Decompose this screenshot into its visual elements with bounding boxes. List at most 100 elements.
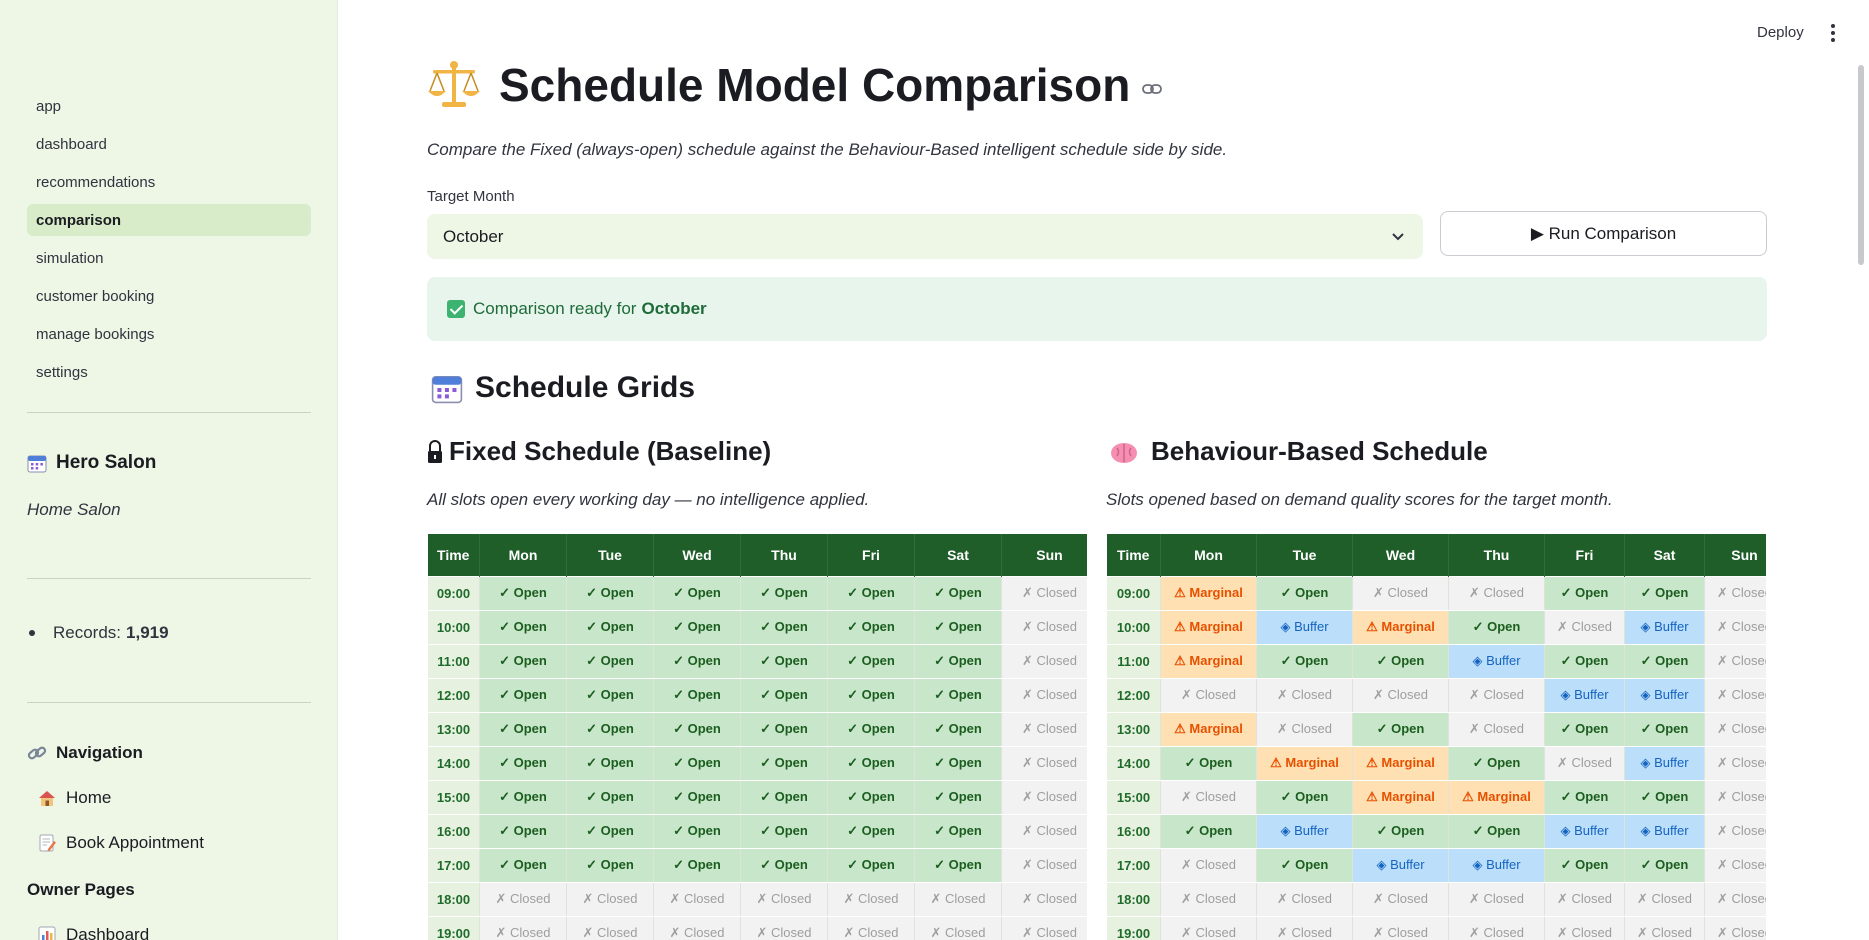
records-count: Records: 1,919 bbox=[27, 623, 169, 643]
target-month-select[interactable]: October bbox=[427, 214, 1423, 259]
sidebar-item-dashboard[interactable]: dashboard bbox=[36, 135, 107, 153]
book-appointment-link[interactable]: Book Appointment bbox=[37, 833, 204, 853]
table-row: 11:00 ✓ Open ✓ Open ✓ Open ✓ Open ✓ Open ✓ Ope… bbox=[427, 643, 1087, 679]
slot-cell-buffer: ◈ Buffer bbox=[1256, 813, 1353, 849]
fixed-schedule-title: Fixed Schedule (Baseline) bbox=[449, 436, 772, 466]
slot-cell-open: ✓ Open bbox=[914, 847, 1002, 883]
run-comparison-button[interactable]: ▶ Run Comparison bbox=[1440, 211, 1767, 256]
slot-cell-open: ✓ Open bbox=[740, 745, 828, 781]
behaviour-schedule-subtitle: Slots opened based on demand quality sco… bbox=[1106, 490, 1613, 509]
time-cell: 18:00 bbox=[1106, 881, 1161, 917]
slot-cell-open: ✓ Open bbox=[653, 609, 741, 645]
scrollbar[interactable] bbox=[1858, 65, 1864, 265]
table-row: 09:00 ✓ Open ✓ Open ✓ Open ✓ Open ✓ Open ✓ Ope… bbox=[427, 575, 1087, 611]
slot-cell-closed: ✗ Closed bbox=[1448, 881, 1545, 917]
slot-cell-closed: ✗ Closed bbox=[1001, 847, 1087, 883]
slot-cell-open: ✓ Open bbox=[740, 677, 828, 713]
sidebar-item-comparison[interactable]: comparison bbox=[27, 204, 311, 236]
sidebar-item-app[interactable]: app bbox=[36, 97, 62, 115]
column-header: Time bbox=[1106, 534, 1161, 576]
time-cell: 14:00 bbox=[427, 745, 480, 781]
slot-cell-closed: ✗ Closed bbox=[1256, 881, 1353, 917]
column-header: Wed bbox=[1352, 534, 1449, 576]
sidebar: app dashboard recommendations comparison… bbox=[0, 0, 338, 940]
behaviour-schedule-table: Time Mon Tue Wed Thu Fri Sat Sun 09:00 ⚠ Marginal… bbox=[1106, 534, 1766, 940]
slot-cell-closed: ✗ Closed bbox=[1001, 677, 1087, 713]
slot-cell-buffer: ◈ Buffer bbox=[1624, 813, 1705, 849]
page-title-text: Schedule Model Comparison bbox=[499, 59, 1131, 111]
slot-cell-marginal: ⚠ Marginal bbox=[1256, 745, 1353, 781]
slot-cell-closed: ✗ Closed bbox=[914, 915, 1002, 940]
navigation-heading: Navigation bbox=[27, 743, 143, 763]
time-cell: 14:00 bbox=[1106, 745, 1161, 781]
sidebar-item-simulation[interactable]: simulation bbox=[36, 249, 104, 267]
slot-cell-open: ✓ Open bbox=[1544, 575, 1625, 611]
slot-cell-open: ✓ Open bbox=[653, 813, 741, 849]
slot-cell-closed: ✗ Closed bbox=[653, 915, 741, 940]
bullet-icon bbox=[29, 630, 35, 636]
slot-cell-closed: ✗ Closed bbox=[1160, 881, 1257, 917]
time-cell: 15:00 bbox=[427, 779, 480, 815]
time-cell: 11:00 bbox=[427, 643, 480, 679]
table-row: 14:00 ✓ Open ✓ Open ✓ Open ✓ Open ✓ Open ✓ Ope… bbox=[427, 745, 1087, 781]
home-link[interactable]: Home bbox=[37, 788, 111, 808]
check-icon bbox=[447, 300, 465, 318]
time-cell: 19:00 bbox=[427, 915, 480, 940]
slot-cell-marginal: ⚠ Marginal bbox=[1160, 643, 1257, 679]
table-row: 15:00 ✗ Closed ✓ Open ⚠ Marginal ⚠ Marginal ✓… bbox=[1106, 779, 1766, 815]
table-row: 13:00 ⚠ Marginal ✗ Closed ✓ Open ✗ Closed ✓ O… bbox=[1106, 711, 1766, 747]
slot-cell-closed: ✗ Closed bbox=[1448, 915, 1545, 940]
dashboard-link[interactable]: Dashboard bbox=[37, 925, 149, 940]
slot-cell-closed: ✗ Closed bbox=[1001, 711, 1087, 747]
column-header: Sat bbox=[914, 534, 1002, 576]
slot-cell-buffer: ◈ Buffer bbox=[1544, 813, 1625, 849]
slot-cell-open: ✓ Open bbox=[1544, 847, 1625, 883]
home-link-label: Home bbox=[66, 788, 112, 807]
sidebar-item-recommendations[interactable]: recommendations bbox=[36, 173, 156, 191]
slot-cell-open: ✓ Open bbox=[1624, 847, 1705, 883]
sidebar-item-manage-bookings[interactable]: manage bookings bbox=[36, 325, 155, 343]
anchor-link-icon[interactable] bbox=[1142, 82, 1163, 96]
slot-cell-open: ✓ Open bbox=[1256, 779, 1353, 815]
slot-cell-closed: ✗ Closed bbox=[1544, 609, 1625, 645]
slot-cell-open: ✓ Open bbox=[914, 643, 1002, 679]
slot-cell-open: ✓ Open bbox=[1352, 643, 1449, 679]
fixed-schedule-grid: Time Mon Tue Wed Thu Fri Sat Sun 09:00 ✓ Open ✓ Op… bbox=[427, 534, 1087, 940]
salon-name: Hero Salon bbox=[56, 452, 157, 473]
slot-cell-buffer: ◈ Buffer bbox=[1448, 847, 1545, 883]
slot-cell-open: ✓ Open bbox=[827, 813, 915, 849]
slot-cell-open: ✓ Open bbox=[740, 847, 828, 883]
sidebar-item-customer-booking[interactable]: customer booking bbox=[36, 287, 155, 305]
deploy-button[interactable]: Deploy bbox=[1757, 24, 1804, 41]
fixed-schedule-subtitle: All slots open every working day — no in… bbox=[427, 490, 870, 509]
slot-cell-closed: ✗ Closed bbox=[827, 915, 915, 940]
column-header: Wed bbox=[653, 534, 741, 576]
slot-cell-buffer: ◈ Buffer bbox=[1544, 677, 1625, 713]
balance-scale-icon bbox=[428, 61, 480, 107]
slot-cell-open: ✓ Open bbox=[653, 779, 741, 815]
time-cell: 09:00 bbox=[1106, 575, 1161, 611]
slot-cell-open: ✓ Open bbox=[914, 575, 1002, 611]
column-header: Sun bbox=[1001, 534, 1087, 576]
slot-cell-open: ✓ Open bbox=[1624, 643, 1705, 679]
slot-cell-closed: ✗ Closed bbox=[1001, 745, 1087, 781]
slot-cell-buffer: ◈ Buffer bbox=[1256, 609, 1353, 645]
slot-cell-open: ✓ Open bbox=[479, 745, 567, 781]
table-row: 17:00 ✓ Open ✓ Open ✓ Open ✓ Open ✓ Open ✓ Ope… bbox=[427, 847, 1087, 883]
sidebar-item-settings[interactable]: settings bbox=[36, 363, 88, 381]
slot-cell-open: ✓ Open bbox=[740, 575, 828, 611]
slot-cell-closed: ✗ Closed bbox=[1704, 915, 1766, 940]
slot-cell-open: ✓ Open bbox=[827, 745, 915, 781]
column-header: Sun bbox=[1704, 534, 1766, 576]
fixed-schedule-heading: Fixed Schedule (Baseline) bbox=[427, 436, 771, 467]
slot-cell-closed: ✗ Closed bbox=[1160, 779, 1257, 815]
slot-cell-open: ✓ Open bbox=[914, 609, 1002, 645]
slot-cell-closed: ✗ Closed bbox=[1544, 915, 1625, 940]
slot-cell-closed: ✗ Closed bbox=[1160, 677, 1257, 713]
slot-cell-open: ✓ Open bbox=[653, 745, 741, 781]
salon-subtitle: Home Salon bbox=[27, 500, 121, 519]
main-menu-icon[interactable] bbox=[1825, 24, 1841, 42]
slot-cell-buffer: ◈ Buffer bbox=[1448, 643, 1545, 679]
slot-cell-open: ✓ Open bbox=[914, 677, 1002, 713]
